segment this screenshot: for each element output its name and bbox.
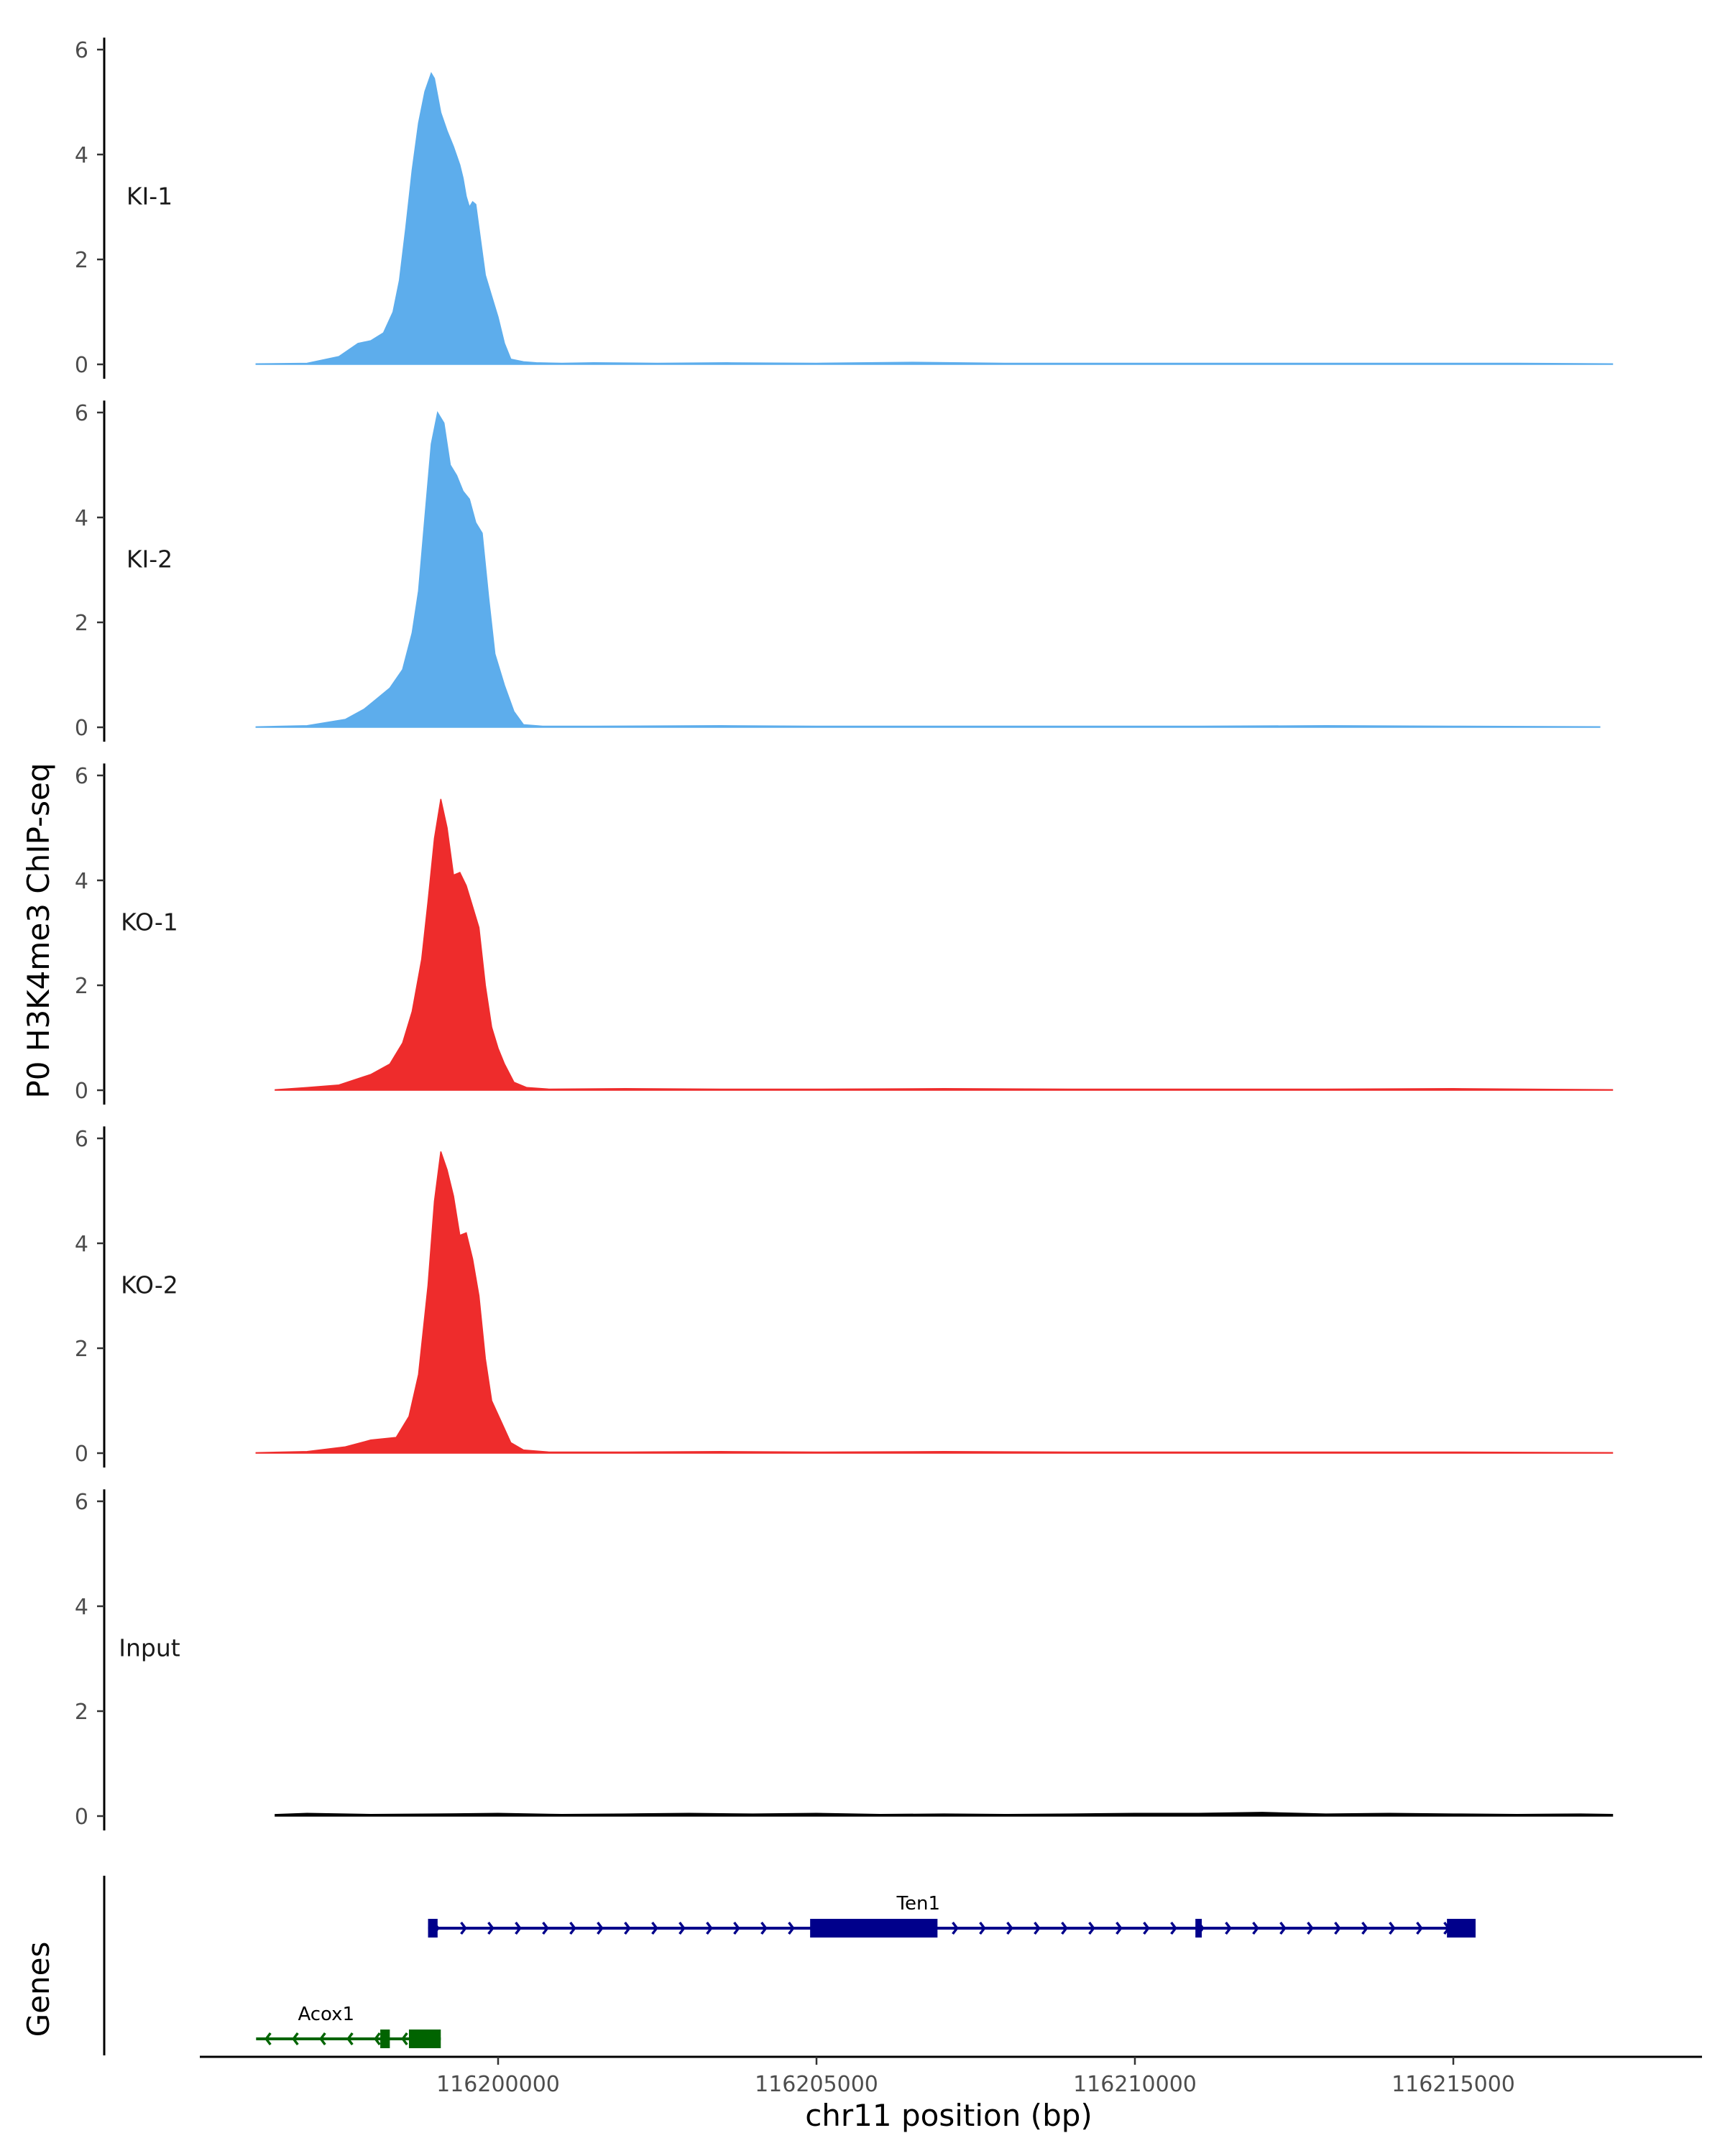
x-tick-label-116210000: 116210000 xyxy=(1073,2072,1197,2097)
y-tick-label-ki-2-2: 2 xyxy=(75,611,88,636)
strand-arrow-ten1 xyxy=(1252,1921,1259,1935)
strand-arrow-ten1 xyxy=(569,1921,576,1935)
y-tick-label-ki-1-4: 4 xyxy=(75,143,88,168)
y-tick-label-input-0: 0 xyxy=(75,1805,88,1830)
strand-arrow-acox1 xyxy=(401,2032,408,2046)
coverage-area-ko-2 xyxy=(255,1151,1614,1454)
strand-arrow-ten1 xyxy=(979,1921,986,1935)
track-label-input: Input xyxy=(119,1634,180,1662)
y-tick-label-ko-2-0: 0 xyxy=(75,1442,88,1467)
y-tick-label-ki-1-2: 2 xyxy=(75,248,88,273)
strand-arrow-ten1 xyxy=(1088,1921,1095,1935)
gene-ten1: Ten1 xyxy=(428,1893,1476,1938)
track-ki-2: 0 2 4 6 KI-2 xyxy=(75,400,1601,742)
track-label-ki-1: KI-1 xyxy=(126,182,172,210)
strand-arrow-ten1 xyxy=(460,1921,467,1935)
strand-arrow-ten1 xyxy=(1279,1921,1287,1935)
y-tick-label-input-2: 2 xyxy=(75,1700,88,1725)
x-axis-title: chr11 position (bp) xyxy=(805,2098,1092,2133)
coverage-tracks: 0 2 4 6 KI-1 0 2 4 6 KI-2 0 2 4 6 KO-1 0 2 4 6 KO-2 0 2 4 6 Inpu… xyxy=(75,37,1614,1830)
strand-arrow-acox1 xyxy=(374,2032,381,2046)
track-ko-2: 0 2 4 6 KO-2 xyxy=(75,1126,1614,1468)
strand-arrow-ten1 xyxy=(487,1921,494,1935)
strand-arrow-ten1 xyxy=(624,1921,631,1935)
track-ki-1: 0 2 4 6 KI-1 xyxy=(75,37,1614,379)
track-label-ko-1: KO-1 xyxy=(121,908,178,936)
strand-arrow-ten1 xyxy=(597,1921,604,1935)
y-tick-label-ko-1-4: 4 xyxy=(75,869,88,894)
exon-ten1-3 xyxy=(1195,1919,1202,1938)
y-tick-label-ko-1-0: 0 xyxy=(75,1079,88,1104)
y-tick-label-ki-1-0: 0 xyxy=(75,353,88,378)
strand-arrow-ten1 xyxy=(1061,1921,1068,1935)
strand-arrow-acox1 xyxy=(264,2032,272,2046)
strand-arrow-ten1 xyxy=(1034,1921,1041,1935)
y-tick-label-ko-2-4: 4 xyxy=(75,1232,88,1257)
strand-arrow-ten1 xyxy=(788,1921,795,1935)
track-input: 0 2 4 6 Input xyxy=(75,1489,1614,1830)
exon-acox1-2 xyxy=(408,2030,441,2048)
strand-arrow-ten1 xyxy=(733,1921,740,1935)
exon-acox1-1 xyxy=(380,2030,390,2048)
track-label-ko-2: KO-2 xyxy=(121,1271,178,1299)
y-axis-title: P0 H3K4me3 ChIP-seq xyxy=(21,763,56,1098)
x-tick-label-116200000: 116200000 xyxy=(436,2072,560,2097)
strand-arrow-ten1 xyxy=(1225,1921,1232,1935)
strand-arrow-ten1 xyxy=(952,1921,959,1935)
track-ko-1: 0 2 4 6 KO-1 xyxy=(75,763,1614,1105)
x-tick-label-116215000: 116215000 xyxy=(1392,2072,1515,2097)
strand-arrow-ten1 xyxy=(678,1921,686,1935)
exon-ten1-4 xyxy=(1447,1919,1476,1938)
y-tick-label-ki-2-0: 0 xyxy=(75,716,88,741)
strand-arrow-ten1 xyxy=(760,1921,768,1935)
track-label-ki-2: KI-2 xyxy=(126,545,172,573)
strand-arrow-ten1 xyxy=(1307,1921,1314,1935)
strand-arrow-acox1 xyxy=(292,2032,299,2046)
x-axis: 116200000 116205000 116210000 116215000 xyxy=(200,2055,1702,2097)
strand-arrow-ten1 xyxy=(706,1921,713,1935)
strand-arrow-ten1 xyxy=(1416,1921,1423,1935)
y-tick-label-ko-2-2: 2 xyxy=(75,1337,88,1362)
coverage-area-ki-1 xyxy=(255,72,1614,365)
exon-ten1-1 xyxy=(428,1919,438,1938)
coverage-area-ki-2 xyxy=(255,410,1601,728)
y-tick-label-input-6: 6 xyxy=(75,1490,88,1515)
coverage-area-ko-1 xyxy=(275,798,1614,1091)
strand-arrow-ten1 xyxy=(1143,1921,1150,1935)
strand-arrow-ten1 xyxy=(1170,1921,1177,1935)
gene-label-ten1: Ten1 xyxy=(896,1893,940,1915)
y-tick-label-ki-2-6: 6 xyxy=(75,401,88,426)
y-tick-label-input-4: 4 xyxy=(75,1595,88,1620)
y-tick-label-ki-1-6: 6 xyxy=(75,38,88,63)
strand-arrow-ten1 xyxy=(651,1921,658,1935)
coverage-area-input xyxy=(275,1812,1614,1817)
y-tick-label-ko-1-2: 2 xyxy=(75,974,88,999)
strand-arrow-ten1 xyxy=(1006,1921,1013,1935)
y-tick-label-ko-2-6: 6 xyxy=(75,1127,88,1152)
strand-arrow-acox1 xyxy=(346,2032,354,2046)
strand-arrow-ten1 xyxy=(1361,1921,1368,1935)
x-tick-label-116205000: 116205000 xyxy=(755,2072,878,2097)
gene-acox1: Acox1 xyxy=(256,2004,441,2048)
strand-arrow-ten1 xyxy=(1334,1921,1341,1935)
gene-annotation-track: Ten1 Acox1 xyxy=(103,1876,1476,2055)
genes-axis-title: Genes xyxy=(21,1942,56,2037)
strand-arrow-acox1 xyxy=(319,2032,326,2046)
strand-arrow-ten1 xyxy=(515,1921,522,1935)
exon-ten1-2 xyxy=(810,1919,938,1938)
strand-arrow-ten1 xyxy=(542,1921,549,1935)
gene-label-acox1: Acox1 xyxy=(298,2004,354,2025)
strand-arrow-ten1 xyxy=(1389,1921,1396,1935)
y-tick-label-ko-1-6: 6 xyxy=(75,764,88,789)
y-tick-label-ki-2-4: 4 xyxy=(75,506,88,531)
strand-arrow-ten1 xyxy=(1116,1921,1123,1935)
